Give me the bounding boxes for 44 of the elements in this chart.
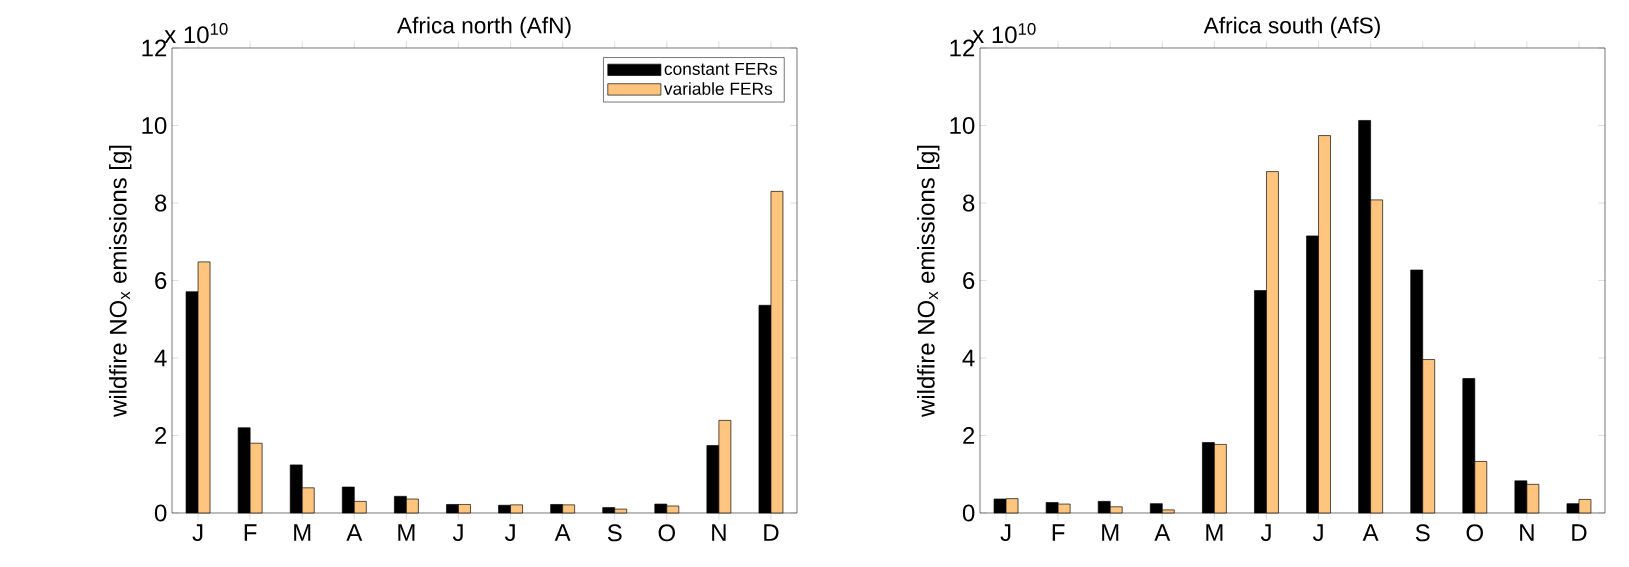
x-tick-label: M (1206, 524, 1223, 541)
x-tick-label: S (1415, 524, 1430, 542)
legend-label: constant FERs (664, 62, 777, 75)
x-tick-label: F (1052, 524, 1065, 541)
y-tick-label: 8 (962, 194, 975, 212)
x-tick-label: M (1102, 524, 1119, 541)
chart-title: Africa south (AfS) (1203, 16, 1380, 38)
y-tick-label: 2 (155, 427, 167, 444)
x-tick-label: S (607, 524, 622, 542)
y-tick-label: 6 (155, 271, 167, 289)
chart-title: Africa north (AfN) (397, 16, 571, 38)
x-tick-label: J (192, 524, 203, 542)
y-axis-title: wildfire NO$_{x}$ emissions [g] (109, 145, 132, 418)
y-tick-label: 4 (962, 349, 975, 367)
x-tick-label: A (346, 524, 363, 541)
x-tick-label: M (398, 524, 415, 541)
x-tick-label: A (1362, 524, 1379, 541)
x-tick-label: M (294, 524, 311, 541)
x-tick-label: A (554, 524, 571, 541)
x-tick-label: J (1312, 524, 1323, 542)
x-tick-label: F (244, 524, 257, 541)
y-tick-label: 0 (154, 504, 167, 522)
x-tick-label: D (764, 524, 779, 541)
y-tick-label: 10 (142, 116, 167, 134)
y-axis-title: wildfire NO$_{x}$ emissions [g] (917, 145, 940, 418)
x-tick-label: J (1260, 524, 1271, 542)
y-tick-label: 2 (963, 427, 975, 444)
x-tick-label: J (452, 524, 463, 542)
y-tick-label: 0 (962, 504, 975, 522)
x-tick-label: J (1000, 524, 1011, 542)
x-tick-label: O (658, 524, 675, 542)
x-tick-label: D (1572, 524, 1587, 541)
y-tick-label: 8 (155, 194, 167, 212)
x-tick-label: N (712, 524, 726, 541)
y-tick-label: 12 (142, 39, 167, 57)
legend-label: variable FERs (663, 82, 773, 95)
y-tick-label: 6 (963, 271, 975, 289)
x-tick-label: N (1520, 524, 1534, 541)
y-tick-label: 4 (154, 349, 167, 367)
x-tick-label: A (1154, 524, 1171, 541)
x-tick-label: O (1466, 524, 1483, 542)
y-tick-label: 10 (950, 116, 975, 134)
x-tick-label: J (504, 524, 515, 542)
y-tick-label: 12 (950, 39, 975, 57)
